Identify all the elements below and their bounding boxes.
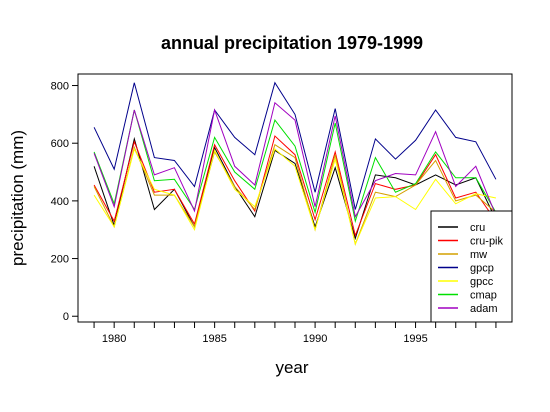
- chart-title: annual precipitation 1979-1999: [161, 33, 423, 53]
- x-tick-label: 1985: [202, 333, 226, 345]
- legend-label: cru-pik: [470, 236, 504, 248]
- series-line-adam: [93, 101, 497, 219]
- legend-box: [430, 210, 513, 323]
- x-axis: 1980 1985 1990 1995: [93, 322, 497, 345]
- legend-label: mw: [470, 249, 487, 261]
- x-tick-label: 1995: [403, 333, 427, 345]
- series-line-gpcc: [93, 147, 497, 246]
- series-line-cru: [93, 136, 497, 241]
- x-tick-label: 1980: [102, 333, 126, 345]
- legend-label: gpcc: [470, 276, 494, 288]
- x-tick-label: 1990: [303, 333, 327, 345]
- series-line-mw: [93, 143, 497, 246]
- series-line-gpcp: [93, 81, 497, 210]
- y-axis-label: precipitation (mm): [8, 130, 27, 266]
- series-line-cmap: [93, 109, 497, 224]
- legend-label: adam: [470, 303, 498, 315]
- y-tick-label: 800: [51, 81, 69, 93]
- y-axis: 0 200 400 600 800: [51, 81, 78, 323]
- x-axis-label: year: [275, 358, 308, 377]
- legend-label: gpcp: [470, 263, 494, 275]
- legend-label: cmap: [470, 290, 497, 302]
- y-tick-label: 400: [51, 196, 69, 208]
- legend-label: cru: [470, 222, 485, 234]
- y-tick-label: 200: [51, 254, 69, 266]
- series-layer: [93, 81, 497, 246]
- y-tick-label: 0: [63, 311, 69, 323]
- y-tick-label: 600: [51, 138, 69, 150]
